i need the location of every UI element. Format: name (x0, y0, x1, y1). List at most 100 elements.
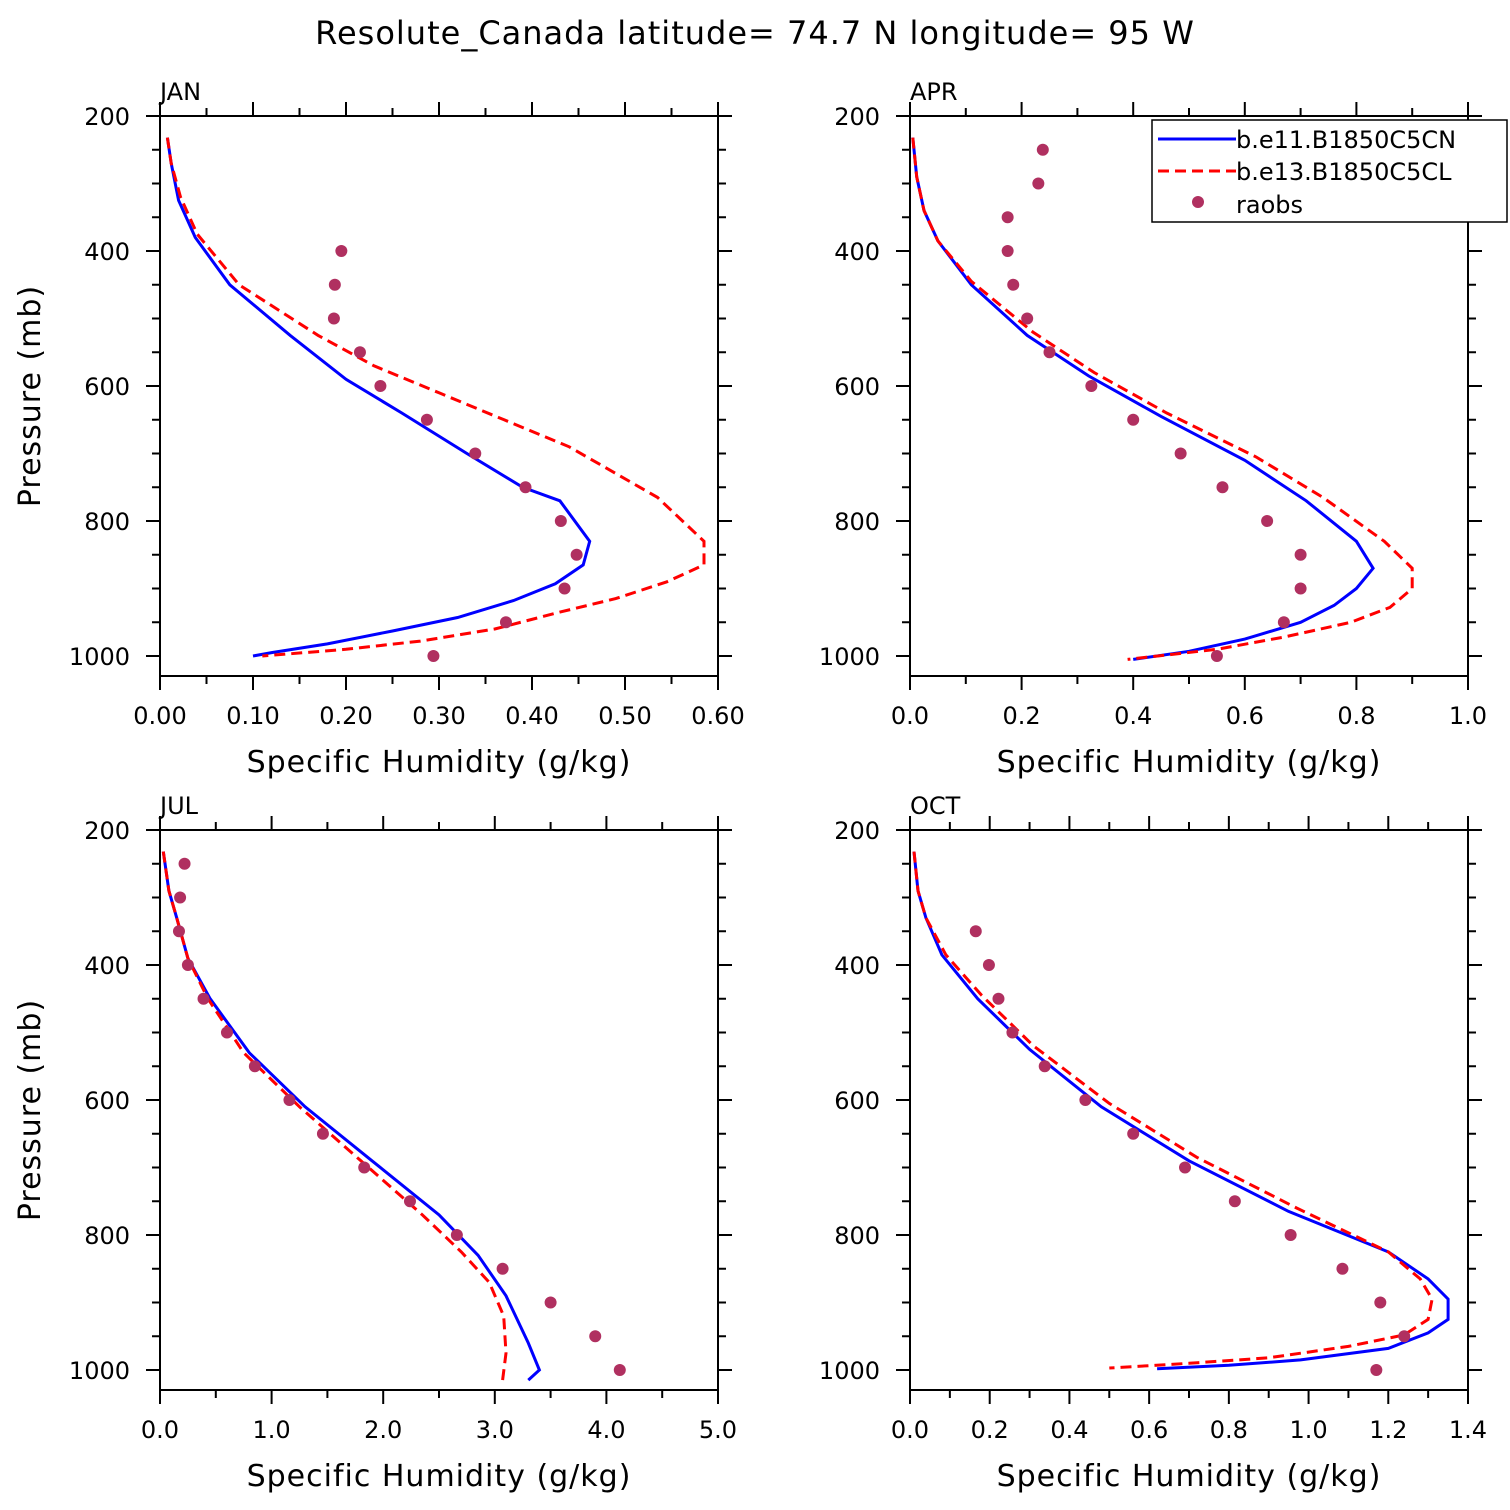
oct-ytick-label: 600 (834, 1087, 880, 1115)
apr-raobs-point (1294, 548, 1307, 561)
oct-raobs-point (1374, 1296, 1387, 1309)
jul-raobs-point (248, 1060, 261, 1073)
oct-raobs-point (1398, 1330, 1411, 1343)
jul-raobs-point (403, 1195, 416, 1208)
panel-oct: OCT 200 400 600 800 1000 0.0 0.2 0.4 0.6 0.8 1.0 1.2… (819, 792, 1487, 1494)
apr-raobs-point (1174, 447, 1187, 460)
oct-raobs-point (1370, 1364, 1383, 1376)
jul-raobs-point (283, 1094, 296, 1106)
jan-x-axis-label: Specific Humidity (g/kg) (247, 745, 632, 780)
apr-ytick-label: 200 (834, 103, 880, 131)
apr-panel-label: APR (910, 78, 958, 106)
apr-raobs-point (1127, 413, 1140, 426)
apr-xtick-label: 1.0 (1449, 702, 1487, 730)
apr-raobs-point (1294, 582, 1307, 595)
oct-xtick-label: 0.8 (1210, 1416, 1248, 1444)
apr-xtick-label: 0.4 (1114, 702, 1152, 730)
apr-x-axis-label: Specific Humidity (g/kg) (997, 745, 1382, 780)
jul-raobs-point (178, 857, 191, 870)
jan-xtick-label: 0.40 (505, 702, 558, 730)
jul-xtick-label: 4.0 (587, 1416, 625, 1444)
jan-model-cl-line (165, 137, 706, 658)
apr-xtick-label: 0.2 (1003, 702, 1041, 730)
apr-raobs-point (1261, 515, 1274, 527)
jan-raobs-point (327, 312, 340, 325)
legend-label-1: b.e11.B1850C5CN (1236, 126, 1456, 154)
jul-raobs-point (316, 1127, 329, 1140)
legend-raobs-marker (1192, 196, 1204, 208)
jan-ytick-label: 800 (84, 508, 130, 536)
oct-panel-label: OCT (910, 792, 961, 820)
jan-ytick-label: 400 (84, 238, 130, 266)
jul-raobs-point (496, 1262, 509, 1275)
jul-xtick-label: 3.0 (476, 1416, 514, 1444)
apr-ytick-label: 400 (834, 238, 880, 266)
jan-xtick-label: 0.50 (598, 702, 651, 730)
apr-raobs-point (1085, 380, 1098, 392)
oct-xtick-label: 1.0 (1289, 1416, 1327, 1444)
oct-ytick-label: 1000 (819, 1357, 880, 1385)
oct-xtick-label: 0.0 (891, 1416, 929, 1444)
apr-xtick-label: 0.6 (1226, 702, 1264, 730)
apr-ytick-label: 800 (834, 508, 880, 536)
legend: b.e11.B1850C5CN b.e13.B1850C5CL raobs (1151, 119, 1508, 223)
jan-raobs-point (469, 447, 482, 460)
jan-xtick-label: 0.60 (691, 702, 744, 730)
jan-model-cn-line (165, 137, 592, 658)
jul-raobs-point (197, 992, 210, 1005)
oct-raobs-point (1228, 1195, 1241, 1208)
apr-raobs-point (1043, 346, 1056, 359)
jul-panel-label: JUL (158, 792, 199, 820)
jul-y-axis-label: Pressure (mb) (13, 999, 48, 1221)
jan-raobs-point (570, 548, 583, 561)
jan-panel-label: JAN (158, 78, 201, 106)
jul-plot-frame (159, 829, 719, 1391)
jul-xtick-label: 5.0 (699, 1416, 737, 1444)
jul-xtick-label: 1.0 (253, 1416, 291, 1444)
oct-xtick-label: 1.4 (1449, 1416, 1487, 1444)
panel-jul: JUL 200 400 600 800 1000 0.0 1.0 2.0 3.0 4.0 5.0 Spe… (13, 792, 737, 1494)
jul-ytick-label: 400 (84, 952, 130, 980)
jan-raobs-point (554, 515, 567, 527)
legend-label-2: b.e13.B1850C5CL (1236, 158, 1452, 186)
jul-ytick-label: 1000 (69, 1357, 130, 1385)
jan-xtick-label: 0.10 (226, 702, 279, 730)
jan-raobs-point (335, 245, 348, 257)
jan-xtick-label: 0.20 (319, 702, 372, 730)
jan-raobs-point (427, 650, 440, 662)
oct-raobs-point (992, 992, 1005, 1005)
jul-x-axis-label: Specific Humidity (g/kg) (247, 1459, 632, 1494)
jul-model-cn-line (161, 851, 542, 1382)
panel-jan: JAN 200 400 600 800 1000 0.00 0.10 0.20 0.30 0.40 0… (13, 78, 745, 780)
jan-ytick-label: 200 (84, 103, 130, 131)
oct-ytick-label: 400 (834, 952, 880, 980)
jul-model-cl-line (161, 851, 508, 1381)
apr-model-cn-line (911, 137, 1375, 661)
jul-raobs-point (172, 925, 185, 938)
jul-raobs-point (174, 891, 187, 904)
apr-raobs-point (1210, 650, 1223, 662)
jul-xtick-label: 2.0 (364, 1416, 402, 1444)
oct-raobs-point (1038, 1060, 1051, 1073)
panel-apr: APR 200 400 600 800 1000 0.0 0.2 0.4 0.6 0.8 1.0 Spe… (819, 78, 1487, 780)
apr-ytick-label: 1000 (819, 643, 880, 671)
jan-ytick-label: 600 (84, 373, 130, 401)
jan-raobs-point (328, 278, 341, 291)
apr-raobs-point (1036, 143, 1049, 156)
jul-raobs-point (181, 959, 194, 971)
figure-title: Resolute_Canada latitude= 74.7 N longitu… (315, 14, 1195, 52)
oct-raobs-point (1284, 1229, 1297, 1241)
oct-xtick-label: 0.2 (971, 1416, 1009, 1444)
oct-model-cn-line (912, 851, 1450, 1371)
jan-raobs-point (420, 413, 433, 426)
oct-raobs-point (1179, 1161, 1192, 1174)
oct-xtick-label: 0.4 (1050, 1416, 1088, 1444)
oct-raobs-point (982, 959, 995, 971)
jul-raobs-point (450, 1229, 463, 1241)
panels-container: JAN 200 400 600 800 1000 0.00 0.10 0.20 0.30 0.40 0… (13, 78, 1487, 1494)
apr-raobs-point (1007, 278, 1020, 291)
jan-ytick-label: 1000 (69, 643, 130, 671)
oct-raobs-point (969, 925, 982, 938)
oct-raobs-point (1006, 1026, 1019, 1039)
